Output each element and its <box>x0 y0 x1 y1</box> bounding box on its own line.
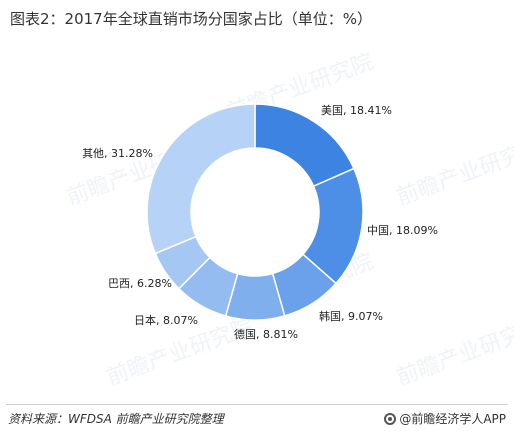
chart-title: 图表2：2017年全球直销市场分国家占比（单位：%） <box>10 10 372 28</box>
watermark-text: 前瞻产业研究院 <box>394 134 514 210</box>
donut-slices <box>146 103 364 321</box>
slice-label-5: 日本, 8.07% <box>134 313 198 327</box>
slice-label-2: 中国, 18.09% <box>367 224 438 237</box>
watermark-text: 前瞻产业研究院 <box>394 314 514 390</box>
slice-label-7: 其他, 31.28% <box>82 147 153 160</box>
slice-7 <box>146 103 256 255</box>
slice-labels: 美国, 18.41% 中国, 18.09% 韩国, 9.07% 德国, 8.81% 日本… <box>82 104 438 341</box>
footer-divider <box>6 404 508 405</box>
donut-chart: 前瞻产业研究院前瞻产业研究院前瞻产业研究院前瞻产业研究院前瞻产业研究院前瞻产业研… <box>64 49 514 390</box>
slice-label-6: 巴西, 6.28% <box>108 277 172 290</box>
source-note: 资料来源：WFDSA 前瞻产业研究院整理 <box>8 412 224 426</box>
brand-logo-icon <box>384 412 397 425</box>
slice-label-3: 韩国, 9.07% <box>319 309 383 323</box>
slice-label-1: 美国, 18.41% <box>321 104 392 117</box>
brand-text: @前瞻经济学人APP <box>399 412 506 426</box>
brand-mark: @前瞻经济学人APP <box>384 410 506 427</box>
slice-label-4: 德国, 8.81% <box>234 327 298 341</box>
